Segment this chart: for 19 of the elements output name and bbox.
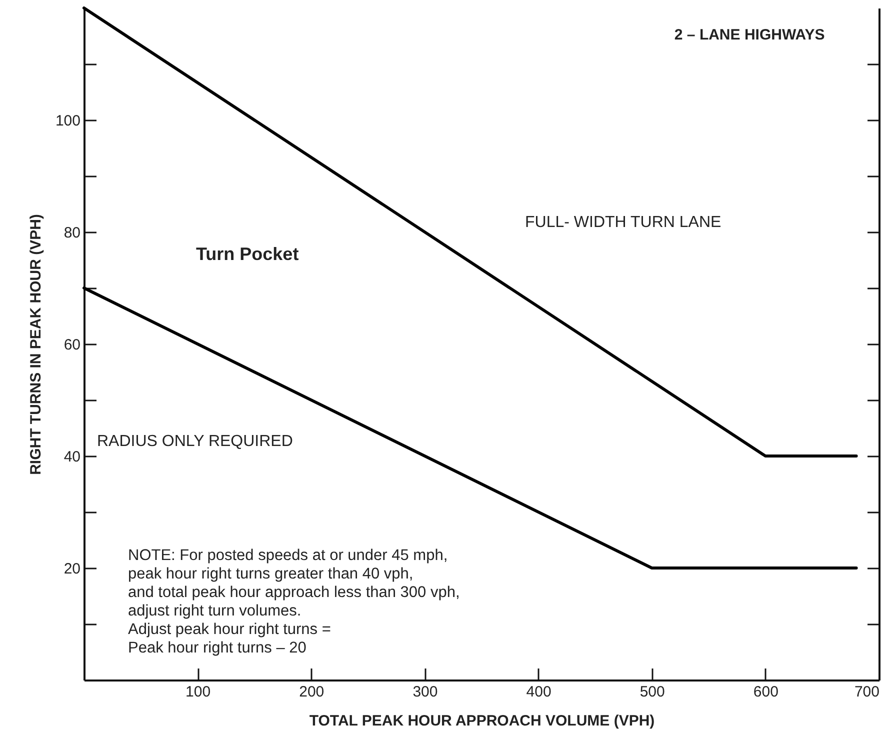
text: 2 – LANE HIGHWAYS xyxy=(674,26,825,44)
y-tick-label: 100 xyxy=(55,112,80,130)
annotation: NOTE: For posted speeds at or under 45 mph, peak hour right turns greater than 40 vph, and total peak hour approach less than 300 vph, adjust right turn volumes. Adjust peak hour right turns = Peak hour right turns – 20 xyxy=(128,547,460,656)
x-tick-label: 400 xyxy=(526,684,552,700)
x-tick-label: 100 xyxy=(186,684,211,700)
annotation: RADIUS ONLY REQUIRED xyxy=(97,433,293,450)
x-axis-title: TOTAL PEAK HOUR APPROACH VOLUME (VPH) xyxy=(309,712,655,730)
y-tick-label: 60 xyxy=(64,336,80,354)
annotation: Turn Pocket xyxy=(196,244,299,264)
x-tick-label: 300 xyxy=(412,684,438,700)
y-tick-label: 40 xyxy=(64,448,80,466)
y-tick-label: 80 xyxy=(64,224,80,242)
annotation: FULL- WIDTH TURN LANE xyxy=(525,214,722,231)
y-axis-title: RIGHT TURNS IN PEAK HOUR (VPH) xyxy=(27,214,44,475)
x-tick-label: 200 xyxy=(299,684,324,700)
y-tick-label: 20 xyxy=(64,560,80,578)
x-tick-label: 600 xyxy=(753,684,778,700)
x-tick-label: 500 xyxy=(640,684,665,700)
x-tick-label: 700 xyxy=(854,684,880,700)
